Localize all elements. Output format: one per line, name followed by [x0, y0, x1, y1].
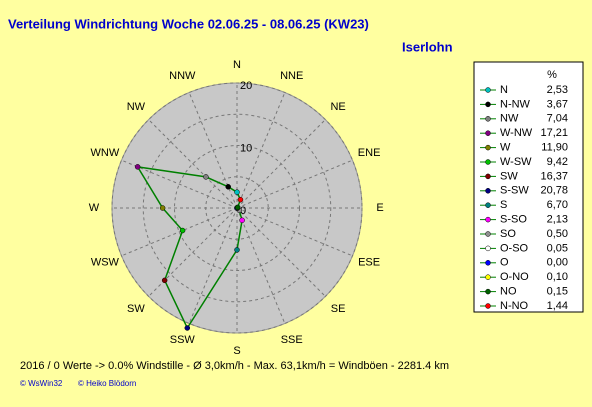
direction-label: ESE — [358, 257, 380, 269]
radar-point — [234, 204, 241, 211]
legend-value: 3,67 — [547, 98, 568, 110]
spoke — [148, 119, 238, 209]
legend-value: 11,90 — [541, 142, 568, 154]
chart-subtitle: Iserlohn — [402, 39, 453, 54]
direction-label: ENE — [358, 147, 381, 159]
legend-label: NO — [500, 286, 517, 298]
legend-marker — [485, 101, 491, 108]
radar-point — [225, 184, 231, 190]
legend-label: S — [500, 199, 507, 211]
legend-label: S-SW — [500, 185, 529, 197]
direction-label: N — [233, 59, 241, 71]
legend-label: W-NW — [500, 127, 533, 139]
radar-point — [239, 217, 245, 224]
direction-label: WSW — [91, 257, 120, 269]
radar-point — [237, 196, 244, 203]
legend-value: 0,50 — [547, 228, 568, 240]
legend-label: N-NO — [500, 300, 529, 312]
legend-label: NW — [500, 113, 519, 125]
direction-label: NW — [127, 101, 146, 113]
minor-ring — [142, 113, 332, 303]
legend-label: N — [500, 84, 508, 96]
legend-marker — [485, 303, 491, 309]
legend-value: 6,70 — [547, 199, 568, 211]
legend-box — [473, 61, 584, 313]
legend-marker — [485, 144, 491, 151]
legend-value: 9,42 — [547, 156, 568, 168]
radar-point — [134, 164, 141, 170]
r-tick-label: 10 — [240, 142, 252, 154]
direction-label: SW — [127, 303, 145, 315]
legend-marker — [485, 245, 491, 252]
radar-point — [184, 325, 191, 331]
legend-marker — [485, 202, 491, 208]
direction-label: SSW — [170, 334, 196, 346]
radar-point — [203, 174, 209, 180]
legend-marker — [485, 159, 491, 165]
legend-value: 16,37 — [540, 170, 568, 182]
legend-value: 0,10 — [547, 271, 568, 283]
legend-marker — [485, 231, 491, 237]
legend-label: O-SO — [500, 242, 529, 254]
r-tick-label: 20 — [240, 80, 252, 92]
credit: © WsWin32 — [20, 379, 63, 388]
direction-label: NNW — [169, 70, 196, 82]
spoke — [236, 159, 353, 209]
legend-value: 2,13 — [547, 214, 568, 226]
radar-point — [234, 189, 240, 195]
spoke — [236, 92, 286, 209]
spoke — [188, 207, 238, 324]
legend-marker — [485, 188, 491, 194]
legend-value: 2,53 — [547, 84, 568, 96]
legend-marker — [485, 116, 491, 122]
radar-point — [159, 205, 166, 211]
direction-label: W — [89, 202, 100, 214]
legend-value: 0,05 — [547, 242, 568, 254]
legend-value: 0,15 — [547, 286, 568, 298]
spoke — [236, 207, 353, 257]
spoke — [236, 207, 326, 297]
legend-marker — [485, 130, 491, 136]
legend-label: S-SO — [500, 214, 527, 226]
direction-label: SSE — [281, 334, 303, 346]
legend-label: N-NW — [500, 98, 531, 110]
direction-label: S — [233, 345, 240, 357]
spoke — [121, 159, 238, 209]
legend-unit: % — [547, 69, 557, 81]
legend-label: W-SW — [500, 156, 532, 168]
chart-title: Verteilung Windrichtung Woche 02.06.25 -… — [8, 16, 369, 31]
legend-marker — [485, 274, 491, 280]
direction-label: NE — [330, 101, 345, 113]
legend-marker — [485, 288, 491, 295]
direction-label: E — [376, 202, 383, 214]
radar-point — [179, 227, 186, 234]
legend-label: O — [500, 257, 509, 269]
spoke — [121, 207, 238, 257]
radar-point — [161, 277, 168, 284]
legend-value: 1,44 — [547, 300, 568, 312]
credit: © Heiko Blödorn — [78, 379, 136, 388]
legend-value: 20,78 — [540, 185, 568, 197]
legend-label: O-NO — [500, 271, 529, 283]
legend-label: SO — [500, 228, 516, 240]
legend-marker — [485, 173, 491, 180]
legend-value: 17,21 — [540, 127, 568, 139]
legend-marker — [485, 87, 491, 93]
spoke — [236, 207, 286, 324]
legend-label: SW — [500, 170, 518, 182]
legend-marker — [485, 260, 491, 266]
direction-label: NNE — [280, 70, 303, 82]
r-tick-label: 0 — [240, 205, 246, 217]
direction-label: WNW — [91, 147, 120, 159]
radar-point — [234, 247, 240, 253]
legend-value: 0,00 — [547, 257, 568, 269]
legend-marker — [485, 216, 491, 223]
legend-label: W — [500, 142, 511, 154]
footer: 2016 / 0 Werte -> 0.0% Windstille - Ø 3,… — [20, 360, 449, 372]
legend-value: 7,04 — [547, 113, 568, 125]
spoke — [236, 119, 326, 209]
direction-label: SE — [331, 303, 346, 315]
grid-ring — [111, 82, 363, 334]
